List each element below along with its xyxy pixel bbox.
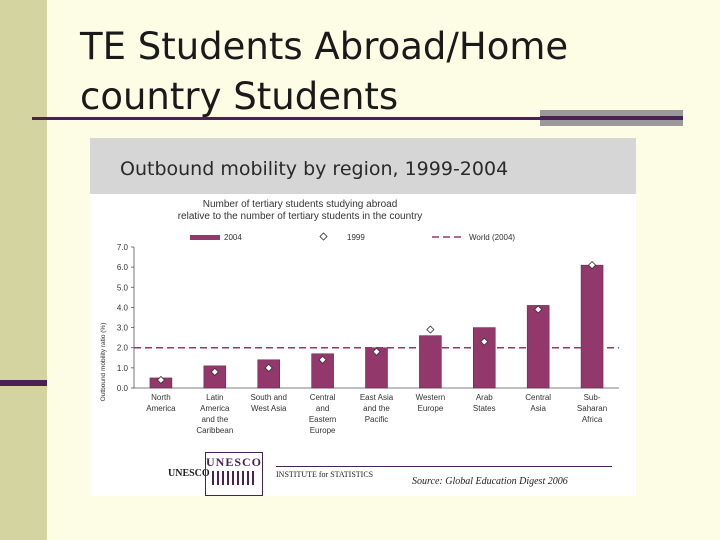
x-tick-label: Arab States <box>473 393 496 413</box>
marker-1999 <box>210 367 219 376</box>
y-tick-label: 3.0 <box>117 324 129 333</box>
x-tick-label-line: Saharan <box>577 404 607 413</box>
y-tick-label: 4.0 <box>117 303 129 312</box>
legend-world-label: World (2004) <box>469 233 515 242</box>
marker-1999 <box>426 325 435 334</box>
left-decor-accent <box>0 380 47 386</box>
x-tick-label: Central and Eastern Europe <box>309 393 337 435</box>
slide-title: TE Students Abroad/Home country Students <box>80 25 569 118</box>
y-tick-label: 0.0 <box>117 384 129 393</box>
y-axis-label: Outbound mobility ratio (%) <box>100 323 107 402</box>
figure-header-title: Outbound mobility by region, 1999-2004 <box>120 158 509 180</box>
x-tick-label-line: North <box>151 393 171 402</box>
chart-subtitle: relative to the number of tertiary stude… <box>178 211 423 222</box>
legend-1999-marker <box>319 232 328 241</box>
x-tick-label-line: Central <box>310 393 336 402</box>
marker-1999 <box>264 363 273 372</box>
x-tick-label-line: Central <box>525 393 551 402</box>
x-tick-label-line: Pacific <box>365 415 389 424</box>
bar-2004 <box>257 359 280 389</box>
x-tick-label-line: Caribbean <box>196 426 233 435</box>
title-underline-accent <box>540 116 683 120</box>
x-tick-label-line: Europe <box>417 404 443 413</box>
y-tick-label: 7.0 <box>117 243 129 252</box>
bar-2004 <box>311 353 334 389</box>
chart-figure: Outbound mobility by region, 1999-2004 N… <box>90 138 636 496</box>
footer-rule <box>276 466 612 467</box>
x-tick-label: South and West Asia <box>250 393 287 413</box>
x-tick-label: Western Europe <box>416 393 446 413</box>
x-tick-label: North America <box>146 393 176 413</box>
unesco-logo-text: UNESCO <box>206 455 263 469</box>
marker-1999 <box>318 355 327 364</box>
bar-2004 <box>419 335 442 389</box>
x-tick-label-line: America <box>146 404 176 413</box>
x-tick-label-line: Western <box>416 393 446 402</box>
y-tick-label: 5.0 <box>117 283 129 292</box>
x-tick-label-line: Asia <box>530 404 546 413</box>
x-tick-label-line: East Asia <box>360 393 394 402</box>
x-tick-label-line: South and <box>250 393 286 402</box>
marker-1999 <box>156 375 166 385</box>
unesco-logo: UNESCO <box>205 452 263 496</box>
chart-title: Number of tertiary students studying abr… <box>203 199 398 210</box>
figure-header: Outbound mobility by region, 1999-2004 <box>90 138 636 194</box>
x-tick-label-line: and the <box>363 404 390 413</box>
marker-1999 <box>534 305 543 314</box>
chart-bars <box>134 264 619 389</box>
bar-2004 <box>203 365 227 389</box>
marker-1999 <box>587 261 597 270</box>
x-tick-label-line: States <box>473 404 496 413</box>
x-tick-label: Sub- Saharan Africa <box>577 393 607 424</box>
bar-2004 <box>580 264 604 389</box>
x-tick-label: East Asia and the Pacific <box>360 393 394 424</box>
y-tick-label: 1.0 <box>117 364 129 373</box>
x-tick-label-line: and <box>316 404 329 413</box>
x-tick-label-line: and the <box>201 415 228 424</box>
legend: 2004 1999 World (2004) <box>190 232 515 242</box>
x-tick-label-line: Latin <box>206 393 223 402</box>
left-decor-bar <box>0 0 47 540</box>
bar-2004 <box>526 305 550 389</box>
figure-footer: UNESCO UNESCO INSTITUTE for STATISTICS S… <box>90 446 636 496</box>
chart-markers <box>156 261 597 385</box>
x-tick-label: Central Asia <box>525 393 551 413</box>
x-tick-label-line: Arab <box>476 393 493 402</box>
y-tick-label: 2.0 <box>117 344 129 353</box>
legend-2004-label: 2004 <box>224 233 242 242</box>
x-tick-label-line: Sub- <box>584 393 601 402</box>
legend-2004-swatch <box>190 235 220 240</box>
bar-2004 <box>473 327 496 389</box>
x-tick-label: Latin America and the Caribbean <box>196 393 233 435</box>
source-note: Source: Global Education Digest 2006 <box>412 476 568 487</box>
x-axis-labels: North America Latin America and the Caribbean… <box>146 393 607 435</box>
x-tick-label-line: Eastern <box>309 415 337 424</box>
unesco-logo-columns <box>212 471 256 485</box>
legend-1999-label: 1999 <box>347 233 365 242</box>
title-underline <box>32 117 540 120</box>
x-tick-label-line: Europe <box>310 426 336 435</box>
institute-label: INSTITUTE for STATISTICS <box>276 470 374 479</box>
x-tick-label-line: Africa <box>582 415 603 424</box>
marker-1999 <box>480 337 489 346</box>
bar-chart: Number of tertiary students studying abr… <box>100 199 619 435</box>
y-tick-label: 6.0 <box>117 263 129 272</box>
marker-1999 <box>372 347 381 356</box>
x-tick-label-line: West Asia <box>251 404 287 413</box>
x-tick-label-line: America <box>200 404 230 413</box>
unesco-wordmark: UNESCO <box>168 468 210 479</box>
